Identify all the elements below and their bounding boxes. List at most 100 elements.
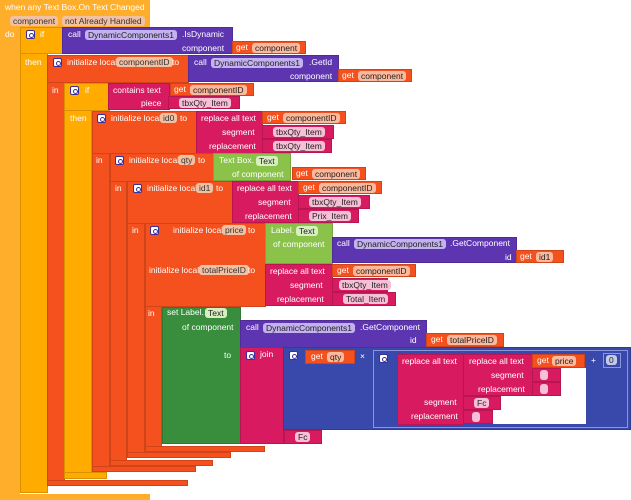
var-dropdown[interactable]: component xyxy=(312,169,361,179)
var-dropdown[interactable]: id1 xyxy=(536,252,554,262)
mutator-gear-icon[interactable] xyxy=(97,114,106,123)
param-not-already-handled[interactable]: not Already Handled xyxy=(62,16,145,26)
init-local-id0-bottom xyxy=(92,466,196,472)
mutator-gear-icon[interactable] xyxy=(379,354,388,363)
get-label: get xyxy=(520,251,532,261)
property-dropdown[interactable]: Text xyxy=(296,226,318,236)
replace-all-text-block[interactable] xyxy=(232,181,299,223)
var-name-price[interactable]: price xyxy=(222,225,247,235)
var-dropdown[interactable]: componentID xyxy=(190,85,247,95)
init-local-price-column xyxy=(145,306,162,451)
replace-all-text-block-inner[interactable] xyxy=(463,354,533,396)
param-component[interactable]: component xyxy=(10,16,59,26)
set-label-text-block[interactable] xyxy=(162,307,241,444)
replace-all-text-block-outer[interactable] xyxy=(397,354,464,425)
component-dropdown[interactable]: DynamicComponents1 xyxy=(211,58,303,68)
replace-label: replace all text xyxy=(469,356,524,366)
id-label: id xyxy=(410,335,417,345)
piece-label: piece xyxy=(141,98,162,108)
init-local-id0-column xyxy=(92,153,110,468)
mutator-gear-icon[interactable] xyxy=(150,226,159,235)
var-name-id0[interactable]: id0 xyxy=(160,113,178,123)
init-local-qty-block[interactable] xyxy=(110,153,214,182)
event-block-column xyxy=(0,26,20,500)
replace-all-text-block[interactable] xyxy=(265,264,333,306)
init-local-qty-column xyxy=(110,181,127,463)
init-local-id1-block[interactable] xyxy=(127,181,233,224)
of-component-label: of component xyxy=(273,239,325,249)
string-value[interactable]: Total_Item xyxy=(343,294,389,304)
var-dropdown[interactable]: componentID xyxy=(319,183,376,193)
string-value[interactable]: tbxQty_Item xyxy=(273,141,325,151)
method-name: .IsDynamic xyxy=(182,29,225,39)
mutator-gear-icon[interactable] xyxy=(115,156,124,165)
init-local-price-bottom xyxy=(145,446,265,452)
to-label: to xyxy=(216,183,224,193)
mutator-gear-icon[interactable] xyxy=(133,184,142,193)
mutator-gear-icon[interactable] xyxy=(289,351,298,360)
arg-label: component xyxy=(182,43,225,53)
mutator-gear-icon[interactable] xyxy=(53,58,62,67)
init-label: initialize local xyxy=(67,57,118,67)
segment-label: segment xyxy=(290,280,323,290)
of-component-label: of component xyxy=(182,322,234,332)
string-value[interactable]: tbxQty_Item xyxy=(273,127,325,137)
mutator-gear-icon[interactable] xyxy=(246,351,255,360)
component-dropdown[interactable]: DynamicComponents1 xyxy=(263,323,355,333)
string-value[interactable] xyxy=(540,384,548,394)
var-dropdown[interactable]: componentID xyxy=(283,113,340,123)
var-name-qty[interactable]: qty xyxy=(178,155,196,165)
var-dropdown[interactable]: totalPriceID xyxy=(447,335,497,345)
event-block-bottom xyxy=(0,494,150,500)
get-label: get xyxy=(537,355,549,365)
segment-label: segment xyxy=(491,370,524,380)
in-label: in xyxy=(132,225,139,235)
string-value[interactable]: Fc xyxy=(474,398,490,408)
get-label: get xyxy=(267,112,279,122)
contains-text-block[interactable] xyxy=(108,83,170,110)
var-dropdown[interactable]: component xyxy=(252,43,301,53)
get-label: get xyxy=(236,42,248,52)
var-dropdown[interactable]: price xyxy=(552,356,577,366)
mutator-gear-icon[interactable] xyxy=(70,86,79,95)
string-value[interactable]: tbxQty_Item xyxy=(339,280,391,290)
call-label: call xyxy=(194,57,207,67)
plus-operator: + xyxy=(591,355,596,365)
arg-label: component xyxy=(290,71,333,81)
var-name-id1[interactable]: id1 xyxy=(196,183,214,193)
replace-all-text-block[interactable] xyxy=(196,111,263,154)
mutator-gear-icon[interactable] xyxy=(26,30,35,39)
string-value[interactable]: Prix_Item xyxy=(309,211,351,221)
var-dropdown[interactable]: component xyxy=(358,71,407,81)
init-local-qty-bottom xyxy=(110,460,213,466)
replacement-label: replacement xyxy=(209,141,256,151)
to-label: to xyxy=(180,113,188,123)
var-dropdown[interactable]: componentID xyxy=(353,266,410,276)
number-value[interactable]: 0 xyxy=(606,355,617,365)
string-value[interactable]: tbxQty_Item xyxy=(179,98,231,108)
get-label: get xyxy=(296,168,308,178)
component-dropdown[interactable]: DynamicComponents1 xyxy=(354,239,446,249)
segment-label: segment xyxy=(424,397,457,407)
var-dropdown[interactable]: qty xyxy=(327,352,345,362)
replace-label: replace all text xyxy=(237,183,292,193)
to-label: to xyxy=(248,225,256,235)
in-label: in xyxy=(96,155,103,165)
string-value[interactable]: Fc xyxy=(295,432,311,442)
string-value[interactable] xyxy=(472,412,480,422)
method-name: .GetComponent xyxy=(450,238,511,248)
replacement-label: replacement xyxy=(277,294,324,304)
component-dropdown[interactable]: DynamicComponents1 xyxy=(85,30,177,40)
init-label: initialize local xyxy=(149,265,200,275)
textbox-text-getter-block[interactable] xyxy=(213,153,291,181)
join-label: join xyxy=(260,349,274,359)
join-block[interactable] xyxy=(240,347,284,444)
property-dropdown[interactable]: Text xyxy=(205,308,227,318)
string-value[interactable]: tbxQty_Item xyxy=(309,197,361,207)
call-label: call xyxy=(337,238,350,248)
var-name-totalPriceID[interactable]: totalPriceID xyxy=(199,265,249,275)
string-value[interactable] xyxy=(540,370,548,380)
var-name-componentID[interactable]: componentID xyxy=(116,57,173,67)
property-dropdown[interactable]: Text xyxy=(256,156,278,166)
replace-label: replace all text xyxy=(270,266,325,276)
